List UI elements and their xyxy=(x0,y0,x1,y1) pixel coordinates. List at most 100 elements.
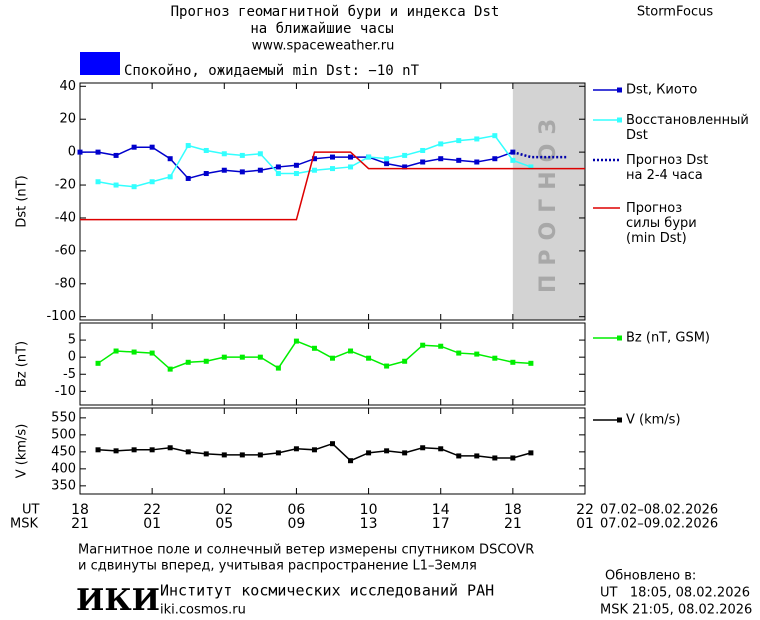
footer-note: Магнитное поле и солнечный ветер измерен… xyxy=(78,543,534,558)
data-point xyxy=(528,164,534,170)
x-tick-label: 02 xyxy=(215,502,233,518)
series-line xyxy=(80,151,585,221)
data-point xyxy=(348,154,354,160)
x-tick-label: 18 xyxy=(504,502,522,518)
y-tick-label: -80 xyxy=(55,276,76,291)
data-point xyxy=(185,359,191,365)
legend-marker xyxy=(617,87,622,93)
data-point xyxy=(474,159,480,165)
data-point xyxy=(330,355,335,361)
data-point xyxy=(239,452,245,458)
data-point xyxy=(167,366,173,372)
forecast-label: ПРОГНОЗ xyxy=(536,110,561,293)
plot-frame xyxy=(79,407,586,495)
data-point xyxy=(528,360,534,366)
data-point xyxy=(239,169,245,175)
data-point xyxy=(366,450,372,456)
data-point xyxy=(95,179,101,185)
data-point xyxy=(402,164,408,170)
data-point xyxy=(131,144,137,150)
data-point xyxy=(330,441,335,447)
institute-url: iki.cosmos.ru xyxy=(160,603,246,618)
x-tick-label: 22 xyxy=(143,502,161,518)
plot-frame xyxy=(79,322,586,406)
data-point xyxy=(257,151,263,157)
data-point xyxy=(149,144,155,150)
data-point xyxy=(492,156,498,162)
data-point xyxy=(420,147,426,153)
y-tick-label: -100 xyxy=(46,309,76,324)
legend-label: Dst, Киото xyxy=(626,83,697,98)
y-tick-label: 40 xyxy=(59,79,76,94)
data-point xyxy=(348,164,354,170)
updated-msk: MSK 21:05, 08.02.2026 xyxy=(600,603,752,618)
data-point xyxy=(474,136,480,142)
data-point xyxy=(275,365,281,371)
data-point xyxy=(311,345,317,351)
data-point xyxy=(149,447,155,453)
legend-marker xyxy=(617,417,622,423)
y-tick-label: -60 xyxy=(55,243,76,258)
data-point xyxy=(275,450,281,456)
y-tick-label: 350 xyxy=(51,478,76,493)
institute: Институт космических исследований РАН xyxy=(160,582,494,600)
data-point xyxy=(384,161,390,167)
data-point xyxy=(456,453,462,459)
data-point xyxy=(348,458,354,464)
data-point xyxy=(113,348,119,354)
x-tick-label: 09 xyxy=(288,516,306,532)
data-point xyxy=(257,452,263,458)
data-point xyxy=(330,166,335,172)
x-tick-label: 06 xyxy=(288,502,306,518)
data-point xyxy=(257,354,263,360)
data-point xyxy=(293,446,299,452)
data-point xyxy=(95,447,101,453)
x-tick-label: 21 xyxy=(504,516,522,532)
data-point xyxy=(348,348,354,354)
x-tick-label: 18 xyxy=(71,502,89,518)
data-point xyxy=(95,360,101,366)
data-point xyxy=(311,447,317,453)
data-point xyxy=(167,174,173,180)
data-point xyxy=(149,179,155,185)
y-tick-label: -40 xyxy=(55,210,76,225)
data-point xyxy=(384,156,390,162)
data-point xyxy=(149,350,155,356)
x-tick-label: 10 xyxy=(360,502,378,518)
legend-label: Восстановленный Dst xyxy=(626,113,749,143)
data-point xyxy=(239,354,245,360)
status-swatch xyxy=(80,52,120,75)
plot-frame xyxy=(79,82,586,321)
data-point xyxy=(185,175,191,181)
x-tick-label: 05 xyxy=(215,516,233,532)
data-point xyxy=(131,349,137,355)
y-tick-label: -10 xyxy=(55,384,76,399)
data-point xyxy=(474,351,480,357)
data-point xyxy=(293,171,299,177)
data-point xyxy=(221,452,227,458)
x-tick-label: 01 xyxy=(576,516,594,532)
data-point xyxy=(293,162,299,168)
ut-range: 07.02–08.02.2026 xyxy=(600,503,718,518)
x-tick-label: 13 xyxy=(360,516,378,532)
status-text: Спокойно, ожидаемый min Dst: −10 nT xyxy=(124,63,420,79)
legend-marker xyxy=(617,117,622,123)
data-point xyxy=(510,455,516,461)
updated-label: Обновлено в: xyxy=(605,569,696,584)
y-tick-label: 0 xyxy=(68,350,76,365)
data-point xyxy=(366,355,372,361)
y-tick-label: 20 xyxy=(59,112,76,127)
x-tick-label: 17 xyxy=(432,516,450,532)
data-point xyxy=(221,354,227,360)
legend-marker xyxy=(617,335,622,341)
y-tick-label: 400 xyxy=(51,461,76,476)
y-tick-label: 500 xyxy=(51,427,76,442)
data-point xyxy=(438,141,444,147)
y-axis-title: V (km/s) xyxy=(15,424,30,479)
footer-note: и сдвинуты вперед, учитывая распростране… xyxy=(78,559,477,574)
data-point xyxy=(492,455,498,461)
data-point xyxy=(203,171,209,177)
y-tick-label: 5 xyxy=(68,333,76,348)
y-tick-label: -20 xyxy=(55,178,76,193)
x-tick-label: 22 xyxy=(576,502,594,518)
